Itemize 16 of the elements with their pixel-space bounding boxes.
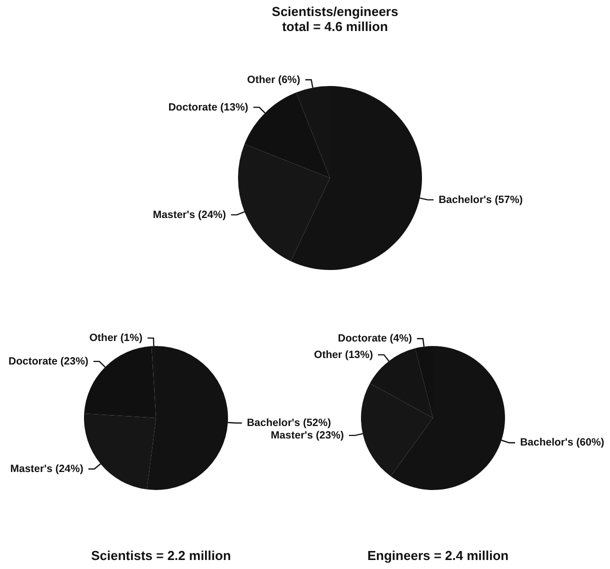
slice-label: Bachelor's (57%) [438,194,523,206]
slice-label: Doctorate (13%) [168,101,248,114]
chart-subtitle: total = 4.6 million [282,19,388,34]
slice-label: Doctorate (23%) [8,355,88,368]
slice-label: Bachelor's (60%) [520,436,604,449]
slice-label: Other (6%) [247,74,300,86]
text: Engineers = 2.4 million [367,548,509,563]
chart-title: Scientists/engineers [272,4,398,19]
slice-label: Other (1%) [89,332,142,344]
slice-label: Master's (24%) [10,462,84,475]
slice-label: Master's (24%) [152,208,226,221]
slice-label: Master's (23%) [270,429,344,442]
slice-label: Other (13%) [314,348,373,361]
slice-label: Doctorate (4%) [338,332,412,345]
text: Scientists = 2.2 million [91,548,231,563]
slice-label: Bachelor's (52%) [246,417,332,430]
